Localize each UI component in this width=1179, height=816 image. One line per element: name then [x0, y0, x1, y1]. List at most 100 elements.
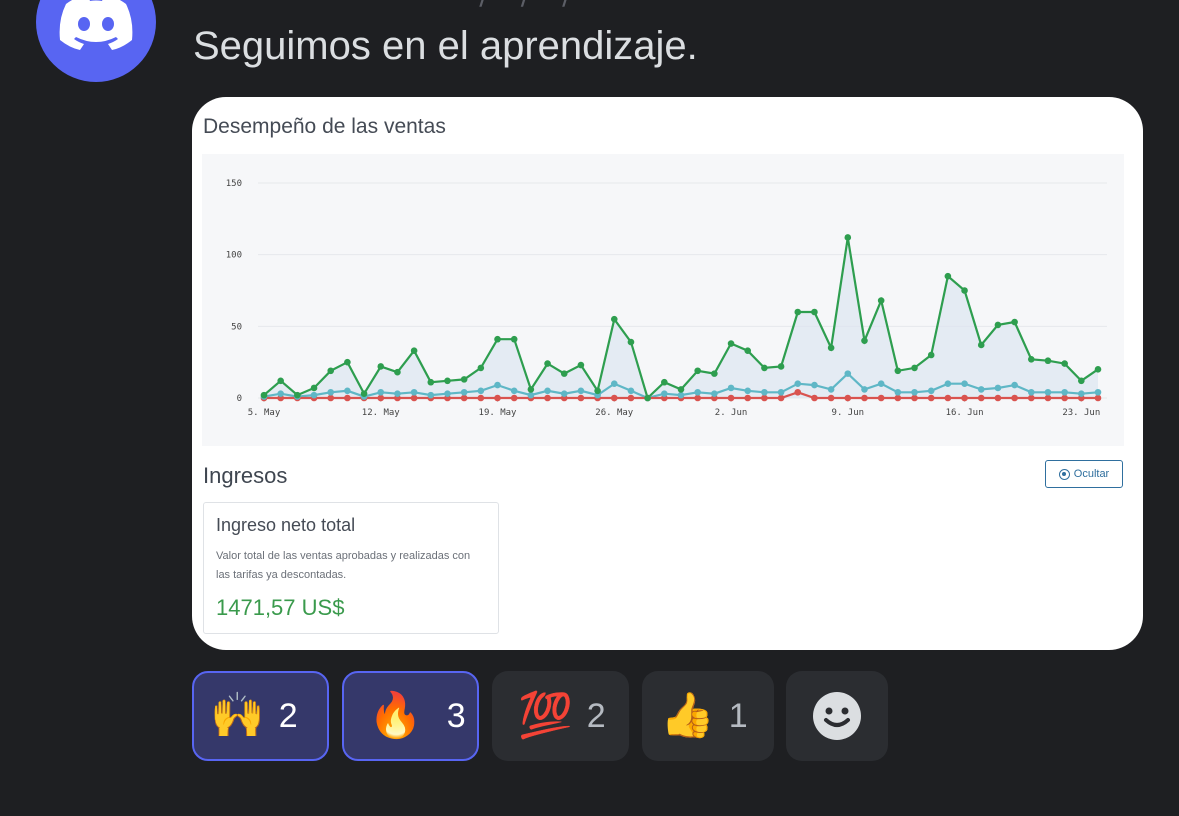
data-point: [911, 388, 918, 396]
data-point: [811, 381, 818, 389]
data-point: [794, 380, 802, 387]
data-point: [277, 390, 284, 397]
hundred-points-icon: 💯: [518, 690, 573, 741]
data-point: [861, 337, 868, 344]
data-point: [1027, 388, 1035, 396]
hide-button-label: Ocultar: [1073, 468, 1110, 480]
data-point: [944, 272, 952, 280]
y-tick-label: 100: [226, 251, 242, 261]
data-point: [711, 390, 718, 397]
data-point: [711, 370, 718, 377]
data-point: [1061, 360, 1068, 367]
data-point: [460, 376, 468, 383]
data-point: [777, 388, 785, 396]
data-point: [1094, 366, 1102, 373]
data-point: [827, 394, 835, 402]
data-point: [460, 394, 468, 402]
data-point: [927, 394, 935, 402]
sales-chart: 0 50 100 150 5. May 12. May 19. May 26. May 2. J…: [202, 154, 1124, 446]
data-point: [644, 394, 651, 402]
data-point: [744, 347, 752, 354]
data-point: [410, 388, 418, 396]
data-point: [544, 394, 551, 402]
data-point: [894, 367, 902, 375]
message-text: Seguimos en el aprendizaje.: [193, 24, 698, 68]
x-tick-label: 9. Jun: [832, 408, 865, 418]
x-tick-label: 12. May: [362, 408, 401, 418]
data-point: [627, 394, 635, 402]
data-point: [944, 394, 952, 402]
data-point: [627, 338, 635, 346]
income-card: Ingreso neto total Valor total de las ve…: [203, 502, 499, 634]
data-point: [1027, 394, 1035, 402]
x-tick-label: 23. Jun: [1062, 408, 1100, 418]
data-point: [410, 347, 418, 354]
data-point: [294, 391, 301, 399]
data-point: [594, 387, 601, 395]
income-card-title: Ingreso neto total: [216, 515, 356, 535]
data-point: [1011, 394, 1018, 402]
data-point: [460, 388, 468, 396]
data-point: [510, 387, 518, 395]
data-point: [1094, 394, 1102, 402]
data-point: [627, 387, 635, 395]
income-card-value: 1471,57 US$: [216, 595, 345, 620]
image-attachment[interactable]: Desempeño de las ventas 0 50 100 150 5. May 1…: [192, 97, 1143, 650]
data-point: [977, 386, 985, 393]
add-reaction-button[interactable]: [786, 671, 888, 761]
x-tick-label: 26. May: [595, 408, 634, 418]
reaction-fire[interactable]: 🔥 3: [342, 671, 479, 761]
discord-logo-icon: [59, 0, 133, 50]
data-point: [777, 363, 785, 370]
data-point: [977, 394, 985, 402]
data-point: [577, 394, 585, 402]
reaction-hundred-points[interactable]: 💯 2: [492, 671, 629, 761]
data-point: [811, 394, 818, 402]
data-point: [527, 391, 535, 399]
data-point: [260, 391, 268, 399]
avatar[interactable]: [36, 0, 156, 82]
data-point: [377, 394, 385, 402]
data-point: [677, 391, 685, 399]
data-point: [510, 394, 518, 402]
data-point: [961, 380, 968, 387]
data-point: [1061, 388, 1068, 396]
data-point: [877, 297, 885, 304]
data-point: [427, 391, 435, 399]
data-point: [1078, 390, 1085, 397]
hide-button[interactable]: Ocultar: [1045, 460, 1123, 488]
reaction-thumbs-up[interactable]: 👍 1: [642, 671, 774, 761]
data-point: [994, 394, 1002, 402]
reaction-raised-hands[interactable]: 🙌 2: [192, 671, 329, 761]
data-point: [844, 234, 852, 241]
data-point: [1011, 318, 1018, 326]
data-point: [861, 386, 868, 393]
data-point: [927, 351, 935, 359]
data-point: [794, 308, 802, 316]
data-point: [310, 391, 318, 399]
data-point: [494, 381, 501, 389]
reaction-count: 2: [586, 696, 606, 735]
data-point: [494, 335, 501, 343]
data-point: [544, 360, 551, 367]
data-point: [877, 380, 885, 387]
x-tick-label: 19. May: [479, 408, 518, 418]
thumbs-up-icon: 👍: [660, 690, 715, 741]
data-point: [694, 388, 701, 396]
data-point: [761, 394, 768, 402]
data-point: [277, 377, 284, 385]
data-point: [761, 388, 768, 396]
data-point: [744, 387, 752, 395]
data-point: [577, 361, 585, 369]
data-point: [1011, 381, 1018, 389]
data-point: [844, 370, 852, 377]
x-tick-label: 5. May: [248, 408, 281, 418]
data-point: [344, 387, 351, 395]
data-point: [394, 368, 401, 376]
data-point: [1094, 388, 1102, 396]
data-point: [861, 394, 868, 402]
y-tick-label: 0: [237, 394, 242, 404]
data-point: [327, 388, 335, 396]
data-point: [560, 370, 568, 377]
data-point: [360, 390, 368, 397]
